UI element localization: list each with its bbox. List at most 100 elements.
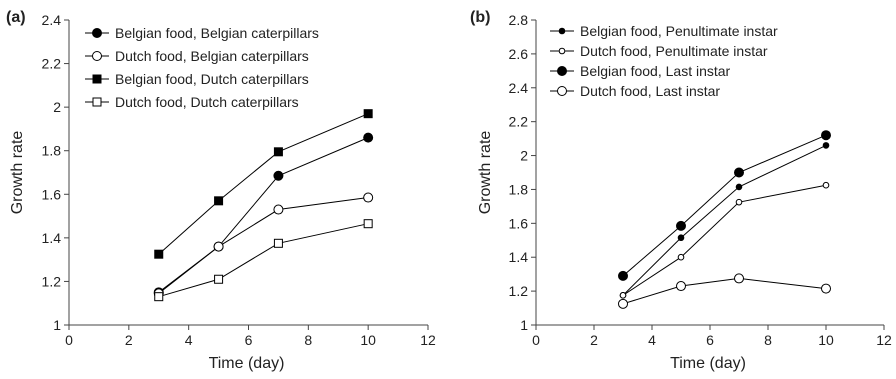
y-tick-label: 2.6 bbox=[509, 46, 529, 62]
legend-entry: Belgian food, Last instar bbox=[550, 63, 731, 79]
x-tick-label: 2 bbox=[125, 332, 133, 348]
panel-label: (b) bbox=[470, 9, 490, 26]
series-line bbox=[622, 277, 827, 305]
data-point bbox=[213, 241, 224, 252]
data-point bbox=[214, 274, 224, 284]
y-tick-label: 1.4 bbox=[509, 249, 529, 265]
series-4 bbox=[618, 273, 831, 309]
y-axis-title: Growth rate bbox=[477, 131, 494, 215]
x-tick-label: 4 bbox=[185, 332, 193, 348]
series-line bbox=[622, 134, 827, 277]
x-tick-label: 0 bbox=[65, 332, 73, 348]
legend-label: Belgian food, Dutch caterpillars bbox=[115, 71, 309, 87]
y-tick-label: 1.6 bbox=[509, 215, 529, 231]
data-point bbox=[734, 273, 744, 284]
y-axis-title: Growth rate bbox=[9, 131, 26, 215]
series-line bbox=[158, 197, 369, 294]
x-tick-label: 10 bbox=[360, 332, 376, 348]
legend-entry: Belgian food, Penultimate instar bbox=[550, 23, 778, 39]
y-tick-label: 1 bbox=[520, 317, 528, 333]
legend-marker bbox=[92, 97, 102, 107]
x-tick-label: 10 bbox=[818, 332, 834, 348]
data-point bbox=[618, 298, 628, 309]
legend-label: Dutch food, Belgian caterpillars bbox=[115, 48, 309, 64]
y-tick-label: 1.4 bbox=[42, 230, 62, 246]
series-1 bbox=[153, 132, 374, 298]
data-point bbox=[677, 253, 685, 261]
data-point bbox=[619, 292, 627, 299]
x-tick-label: 6 bbox=[706, 332, 714, 348]
legend-entry: Dutch food, Penultimate instar bbox=[550, 43, 768, 59]
legend-entry: Dutch food, Belgian caterpillars bbox=[85, 48, 309, 64]
legend-marker bbox=[92, 51, 102, 61]
series-line bbox=[622, 144, 827, 296]
y-tick-label: 2.4 bbox=[509, 80, 529, 96]
series-2 bbox=[153, 192, 374, 299]
x-axis-title: Time (day) bbox=[209, 355, 285, 372]
legend-label: Dutch food, Last instar bbox=[580, 83, 720, 99]
legend: Belgian food, Penultimate instar Dutch fo… bbox=[550, 23, 778, 99]
x-tick-label: 12 bbox=[420, 332, 436, 348]
series-line bbox=[158, 113, 369, 255]
x-tick-label: 12 bbox=[876, 332, 892, 348]
series-3 bbox=[618, 130, 831, 281]
y-tick-label: 1.6 bbox=[42, 186, 62, 202]
x-tick-label: 2 bbox=[590, 332, 598, 348]
x-tick-label: 8 bbox=[304, 332, 312, 348]
data-point bbox=[273, 238, 283, 248]
data-point bbox=[273, 147, 283, 157]
chart-panel-a: 0 2 4 6 8 10 12 1 1.2 1.4 1.6 1.8 2 2.2 2.4 Time (day) G… bbox=[6, 9, 436, 372]
data-point bbox=[154, 292, 164, 302]
data-point bbox=[363, 132, 374, 143]
legend-marker bbox=[558, 27, 566, 35]
x-tick-label: 4 bbox=[648, 332, 656, 348]
y-tick-label: 1 bbox=[53, 317, 61, 333]
series-line bbox=[158, 223, 369, 298]
x-axis-title: Time (day) bbox=[670, 355, 746, 372]
data-point bbox=[735, 183, 743, 191]
legend-entry: Belgian food, Belgian caterpillars bbox=[85, 25, 319, 41]
series-2 bbox=[619, 181, 830, 299]
data-point bbox=[734, 167, 744, 178]
series-line bbox=[622, 184, 827, 296]
series-1 bbox=[619, 142, 830, 299]
y-tick-label: 1.2 bbox=[42, 273, 62, 289]
legend-label: Dutch food, Penultimate instar bbox=[580, 43, 768, 59]
data-point bbox=[273, 170, 284, 181]
y-tick-label: 2.4 bbox=[42, 12, 62, 28]
data-point bbox=[676, 220, 686, 231]
data-point bbox=[822, 142, 830, 149]
y-tick-label: 1.8 bbox=[42, 143, 62, 159]
legend-marker bbox=[558, 47, 566, 55]
x-tick-label: 0 bbox=[532, 332, 540, 348]
y-tick-label: 1.2 bbox=[509, 283, 529, 299]
data-point bbox=[363, 192, 374, 203]
series-4 bbox=[154, 219, 373, 302]
y-tick-label: 2.2 bbox=[42, 56, 62, 72]
legend-entry: Dutch food, Dutch caterpillars bbox=[85, 94, 299, 110]
y-tick-label: 1.8 bbox=[509, 181, 529, 197]
y-tick-label: 2.8 bbox=[509, 12, 529, 28]
data-point bbox=[677, 234, 685, 242]
x-tick-label: 8 bbox=[764, 332, 772, 348]
y-tick-label: 2.2 bbox=[509, 114, 529, 130]
data-point bbox=[821, 130, 831, 141]
data-point bbox=[363, 109, 373, 119]
legend-label: Belgian food, Belgian caterpillars bbox=[115, 25, 319, 41]
legend-label: Belgian food, Last instar bbox=[580, 63, 731, 79]
data-point bbox=[273, 204, 284, 215]
data-point bbox=[618, 270, 628, 281]
data-point bbox=[154, 249, 164, 259]
data-point bbox=[822, 181, 830, 189]
legend-marker bbox=[92, 74, 102, 84]
legend-marker bbox=[557, 86, 567, 96]
data-point bbox=[214, 196, 224, 206]
legend: Belgian food, Belgian caterpillars Dutch … bbox=[85, 25, 319, 110]
data-point bbox=[821, 283, 831, 294]
y-tick-label: 2 bbox=[520, 148, 528, 164]
legend-marker bbox=[92, 28, 102, 38]
data-point bbox=[735, 198, 743, 206]
legend-marker bbox=[557, 66, 567, 76]
legend-entry: Belgian food, Dutch caterpillars bbox=[85, 71, 309, 87]
